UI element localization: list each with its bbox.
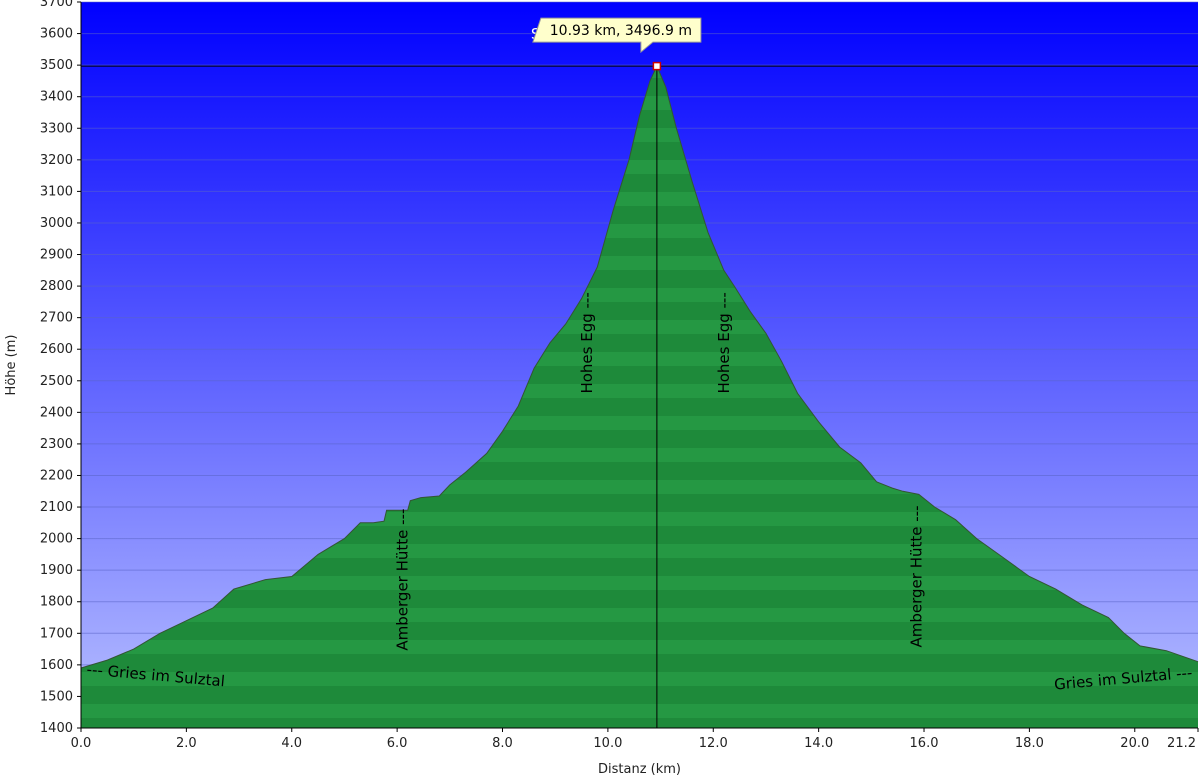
y-tick-label-23: 3700 [40, 0, 73, 10]
y-tick-label-16: 3000 [40, 216, 73, 231]
y-tick-label-4: 1800 [40, 595, 73, 610]
x-tick-label-0: 0.0 [71, 736, 92, 751]
y-tick-label-2: 1600 [40, 658, 73, 673]
y-tick-label-1: 1500 [40, 689, 73, 704]
peak-marker [652, 61, 662, 71]
elevation-line [80, 64, 1199, 669]
annotation-3: Hohes Egg --- [578, 292, 596, 393]
y-tick-label-22: 3600 [40, 27, 73, 42]
axes: 1400 1500 1600 1700 1800 1900 2000 2100 2200 2300… [40, 0, 1199, 751]
y-tick-label-9: 2300 [40, 437, 73, 452]
y-tick-label-8: 2200 [40, 468, 73, 483]
annotation-4: Hohes Egg --- [715, 292, 733, 393]
annotation-5: Amberger Hütte --- [907, 506, 925, 648]
x-axis-label: Distanz (km) [598, 762, 681, 777]
y-tick-label-0: 1400 [40, 721, 73, 736]
peak-tooltip [532, 17, 702, 54]
y-axis-label: Höhe (m) [4, 335, 19, 396]
annotation-2: Amberger Hütte --- [394, 509, 412, 651]
y-tick-label-13: 2700 [40, 311, 73, 326]
x-tick-label-9: 18.0 [1015, 736, 1044, 751]
x-tick-label-6: 12.0 [699, 736, 728, 751]
y-tick-label-21: 3500 [40, 58, 73, 73]
x-tick-label-1: 2.0 [176, 736, 197, 751]
y-tick-label-20: 3400 [40, 90, 73, 105]
x-tick-label-8: 16.0 [910, 736, 939, 751]
x-tick-label-7: 14.0 [804, 736, 833, 751]
x-tick-label-11: 21.2 [1167, 736, 1196, 751]
y-tick-label-18: 3200 [40, 153, 73, 168]
y-tick-label-5: 1900 [40, 563, 73, 578]
y-tick-label-7: 2100 [40, 500, 73, 515]
y-tick-label-14: 2800 [40, 279, 73, 294]
y-tick-label-11: 2500 [40, 374, 73, 389]
y-tick-label-6: 2000 [40, 532, 73, 547]
y-tick-label-10: 2400 [40, 405, 73, 420]
y-tick-label-3: 1700 [40, 626, 73, 641]
y-tick-label-19: 3300 [40, 121, 73, 136]
peak-tooltip-text: 10.93 km, 3496.9 m [550, 23, 692, 39]
x-tick-label-3: 6.0 [387, 736, 408, 751]
x-tick-label-4: 8.0 [492, 736, 513, 751]
x-tick-label-10: 20.0 [1120, 736, 1149, 751]
y-tick-label-17: 3100 [40, 184, 73, 199]
elevation-area [81, 66, 1198, 729]
y-tick-label-12: 2600 [40, 342, 73, 357]
y-tick-label-15: 2900 [40, 248, 73, 263]
x-tick-label-2: 4.0 [281, 736, 302, 751]
x-tick-label-5: 10.0 [593, 736, 622, 751]
